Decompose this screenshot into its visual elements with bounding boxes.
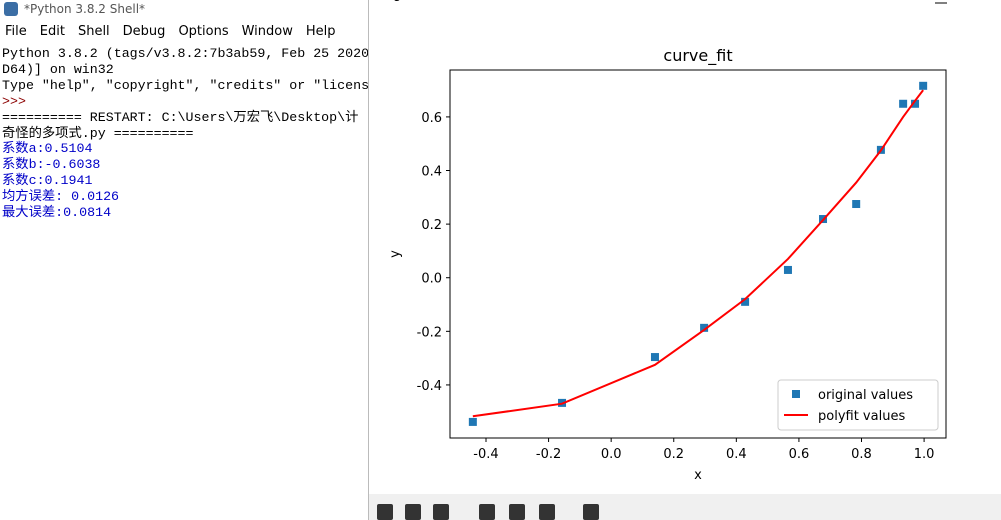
shell-line: Python 3.8.2 (tags/v3.8.2:7b3ab59, Feb 2… (2, 46, 368, 61)
shell-line: 奇怪的多项式.py ========== (2, 125, 194, 141)
plot-area (449, 69, 947, 439)
menu-item[interactable]: Debug (122, 24, 166, 39)
x-tick-label: -0.2 (536, 447, 561, 462)
shell-line: 系数a:0.5104 (2, 141, 93, 157)
menu-item[interactable]: Shell (77, 24, 110, 39)
menu-bar: File Edit Shell Debug Options Window Help (0, 24, 336, 39)
shell-line: 系数c:0.1941 (2, 173, 93, 189)
data-point (783, 265, 792, 274)
shell-output: Python 3.8.2 (tags/v3.8.2:7b3ab59, Feb 2… (2, 46, 368, 221)
shell-line: ========== RESTART: C:\Users\万宏飞\Desktop… (2, 109, 359, 125)
figure-title: Figure 1 (383, 0, 435, 2)
shell-line: 系数b:-0.6038 (2, 157, 101, 173)
menu-item[interactable]: Options (178, 24, 229, 39)
window-title: *Python 3.8.2 Shell* (24, 2, 146, 16)
shell-line: 最大误差:0.0814 (2, 205, 112, 221)
shell-line: 均方误差: 0.0126 (2, 189, 120, 205)
y-tick-label: 0.4 (421, 165, 442, 180)
y-tick-label: -0.4 (417, 379, 442, 394)
legend-marker (792, 390, 800, 398)
shell-line: >>> (2, 93, 34, 109)
data-point (852, 200, 861, 209)
y-tick-label: 0.2 (421, 218, 442, 233)
legend-label: polyfit values (818, 409, 905, 424)
x-tick-label: 1.0 (914, 447, 935, 462)
data-point (468, 417, 477, 426)
data-point (741, 297, 750, 306)
data-point (650, 353, 659, 362)
menu-item[interactable]: Window (241, 24, 293, 39)
x-tick-label: 0.4 (726, 447, 747, 462)
x-tick-label: 0.8 (851, 447, 872, 462)
chart-title: curve_fit (663, 46, 732, 66)
menu-item[interactable]: Help (305, 24, 336, 39)
menu-item[interactable]: File (5, 24, 27, 39)
data-point (899, 99, 908, 108)
y-tick-label: -0.2 (417, 325, 442, 340)
x-tick-label: 0.2 (663, 447, 684, 462)
shell-line: D64)] on win32 (2, 61, 114, 77)
title-bar: *Python 3.8.2 Shell* (0, 0, 368, 20)
toolbar-icons[interactable] (377, 504, 599, 520)
data-point (700, 323, 709, 332)
shell-window: *Python 3.8.2 Shell* File Edit Shell Debug O… (0, 0, 368, 520)
shell-line: Type "help", "copyright", "credits" or "… (2, 77, 368, 93)
x-tick-label: 0.6 (789, 447, 810, 462)
menu-item[interactable]: Edit (39, 24, 65, 39)
y-tick-label: 0.6 (421, 111, 442, 126)
y-tick-label: 0.0 (421, 272, 442, 287)
x-tick-label: -0.4 (473, 447, 498, 462)
legend-box (777, 379, 939, 431)
toolbar (369, 494, 1001, 520)
x-tick-label: 0.0 (601, 447, 622, 462)
data-point (919, 81, 928, 90)
legend-label: original values (818, 388, 913, 403)
y-axis-label: y (388, 250, 403, 258)
data-point (911, 99, 920, 108)
fit-line (472, 89, 924, 418)
x-axis-label: x (694, 468, 702, 483)
